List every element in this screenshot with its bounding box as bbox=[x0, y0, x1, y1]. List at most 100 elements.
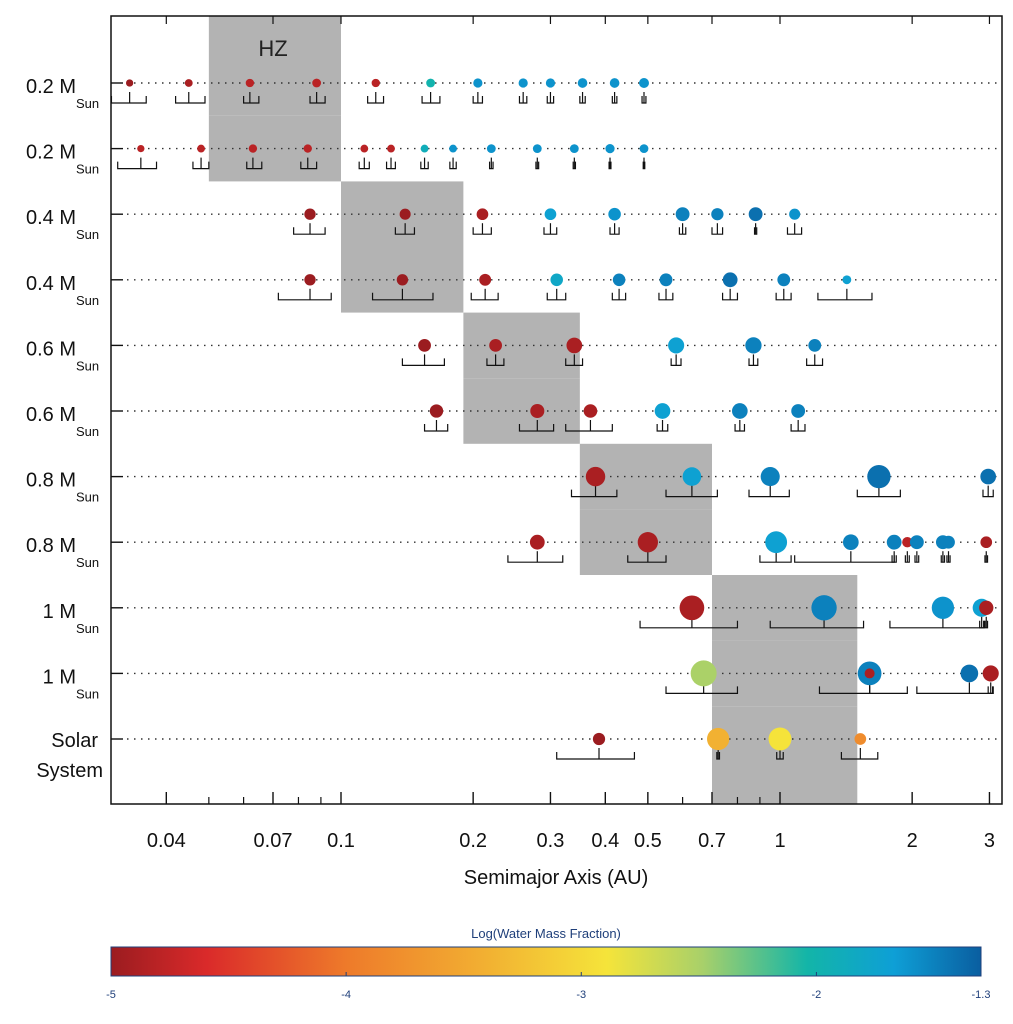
hz-label: HZ bbox=[258, 36, 287, 61]
row-label: 0.8 M bbox=[26, 535, 76, 557]
planet-point bbox=[638, 77, 650, 89]
planet-point bbox=[429, 404, 444, 418]
eccentricity-bracket bbox=[565, 420, 613, 432]
row-label-sub: Sun bbox=[76, 490, 99, 505]
colorbar-tick-label: -1.3 bbox=[972, 989, 991, 1001]
eccentricity-bracket bbox=[658, 288, 674, 301]
eccentricity-bracket bbox=[611, 92, 618, 104]
eccentricity-bracket bbox=[556, 748, 636, 760]
eccentricity-bracket bbox=[665, 485, 718, 498]
planet-point bbox=[864, 668, 875, 679]
planet-point bbox=[745, 337, 762, 354]
planet-point bbox=[125, 79, 134, 87]
planet-point bbox=[765, 531, 788, 554]
eccentricity-bracket bbox=[817, 288, 873, 301]
eccentricity-bracket bbox=[117, 157, 158, 170]
eccentricity-bracket bbox=[891, 551, 897, 563]
eccentricity-bracket bbox=[678, 223, 687, 235]
row-label-sub: Sun bbox=[76, 621, 99, 636]
hz-band bbox=[711, 640, 858, 707]
planet-point bbox=[544, 208, 557, 221]
eccentricity-bracket bbox=[656, 420, 669, 432]
eccentricity-bracket bbox=[641, 92, 647, 104]
row-label-sub: Sun bbox=[76, 555, 99, 570]
eccentricity-bracket bbox=[518, 92, 528, 104]
eccentricity-bracket bbox=[670, 354, 682, 366]
row-label: 0.6 M bbox=[26, 404, 76, 426]
eccentricity-bracket bbox=[984, 616, 989, 629]
planet-point bbox=[489, 338, 503, 352]
eccentricity-bracket bbox=[753, 223, 758, 235]
eccentricity-bracket bbox=[110, 92, 147, 104]
planet-point bbox=[748, 207, 763, 222]
row-label: 0.4 M bbox=[26, 273, 76, 295]
planet-point bbox=[304, 274, 316, 286]
row-label-sub: Sun bbox=[76, 424, 99, 439]
row-label-sub: Sun bbox=[76, 227, 99, 242]
eccentricity-bracket bbox=[790, 420, 806, 432]
eccentricity-bracket bbox=[385, 157, 396, 170]
eccentricity-bracket bbox=[367, 92, 385, 104]
eccentricity-bracket bbox=[786, 223, 803, 235]
planet-point bbox=[854, 733, 867, 745]
eccentricity-bracket bbox=[806, 354, 824, 366]
planet-point bbox=[768, 727, 792, 751]
eccentricity-bracket bbox=[546, 92, 555, 104]
eccentricity-bracket bbox=[246, 157, 263, 170]
x-tick-label: 0.7 bbox=[698, 830, 726, 852]
eccentricity-bracket bbox=[401, 354, 445, 366]
planet-point bbox=[479, 273, 492, 286]
planet-point bbox=[609, 78, 620, 88]
planet-point bbox=[679, 595, 705, 621]
eccentricity-bracket bbox=[775, 288, 792, 301]
x-axis-label: Semimajor Axis (AU) bbox=[464, 867, 648, 889]
row-label-sub: Sun bbox=[76, 96, 99, 111]
colorbar-title: Log(Water Mass Fraction) bbox=[471, 926, 621, 941]
planet-point bbox=[789, 208, 801, 220]
planet-point bbox=[960, 664, 979, 683]
planet-point bbox=[902, 537, 913, 548]
planet-point bbox=[605, 143, 615, 154]
x-tick-label: 0.4 bbox=[591, 830, 619, 852]
planet-point bbox=[530, 403, 545, 419]
planet-point bbox=[518, 78, 528, 88]
planet-point bbox=[184, 79, 193, 87]
planet-point bbox=[791, 404, 806, 418]
row-label-sub: Sun bbox=[76, 293, 99, 308]
planet-point bbox=[418, 338, 431, 352]
planet-point bbox=[843, 534, 859, 551]
planet-point bbox=[690, 660, 717, 687]
eccentricity-bracket bbox=[916, 682, 994, 694]
x-tick-label: 0.2 bbox=[459, 830, 487, 852]
planet-point bbox=[668, 337, 685, 354]
eccentricity-bracket bbox=[394, 223, 416, 235]
hz-band bbox=[208, 16, 341, 116]
eccentricity-bracket bbox=[486, 354, 505, 366]
planet-point bbox=[942, 535, 955, 549]
planet-point bbox=[777, 273, 791, 287]
eccentricity-bracket bbox=[721, 288, 739, 301]
planet-point bbox=[473, 78, 483, 88]
eccentricity-bracket bbox=[982, 485, 994, 498]
planet-point bbox=[248, 144, 258, 153]
row-label-sub: Sun bbox=[76, 162, 99, 177]
x-tick-label: 0.5 bbox=[634, 830, 662, 852]
eccentricity-bracket bbox=[300, 157, 318, 170]
eccentricity-bracket bbox=[570, 485, 618, 498]
planet-point bbox=[654, 403, 671, 419]
row-label: 1 M bbox=[43, 666, 76, 688]
x-tick-label: 0.1 bbox=[327, 830, 355, 852]
eccentricity-bracket bbox=[748, 485, 790, 498]
colorbar-tick-label: -3 bbox=[576, 989, 586, 1001]
eccentricity-bracket bbox=[711, 223, 724, 235]
planet-point bbox=[197, 144, 205, 153]
planet-point bbox=[808, 338, 822, 352]
colorbar-tick-label: -2 bbox=[812, 989, 822, 1001]
planet-point bbox=[979, 600, 994, 615]
eccentricity-bracket bbox=[904, 551, 910, 563]
planet-point bbox=[371, 78, 380, 88]
planet-point bbox=[909, 535, 924, 550]
eccentricity-bracket bbox=[518, 420, 555, 432]
planet-point bbox=[592, 732, 606, 746]
